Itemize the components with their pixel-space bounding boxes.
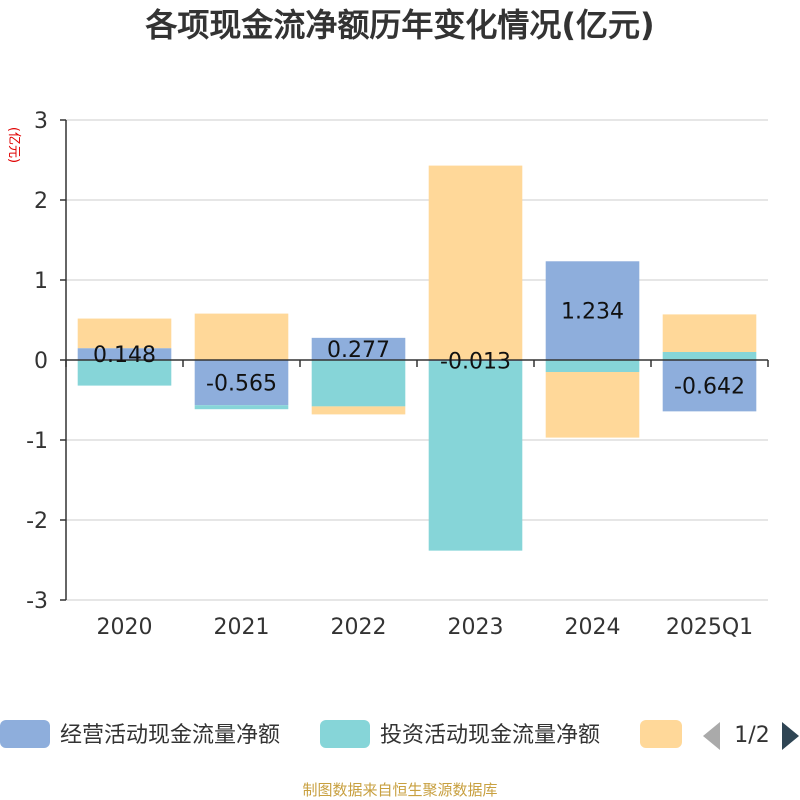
bar-series0-2025Q1[interactable] bbox=[662, 360, 757, 412]
bar-series1-2021[interactable] bbox=[194, 405, 289, 410]
y-tick-label: -2 bbox=[26, 509, 48, 534]
data-label-2023: -0.013 bbox=[440, 350, 511, 375]
bar-series2-2020[interactable] bbox=[77, 318, 172, 349]
bar-series0-2020[interactable] bbox=[77, 348, 172, 360]
bar-series1-2022[interactable] bbox=[311, 360, 406, 407]
data-label-2024: 1.234 bbox=[561, 300, 624, 325]
x-tick-label-2023: 2023 bbox=[448, 615, 504, 640]
data-label-2021: -0.565 bbox=[206, 372, 277, 397]
data-labels: 0.148 -0.565 0.277 -0.013 1.234 -0.642 bbox=[93, 300, 745, 400]
bar-series1-2023[interactable] bbox=[428, 361, 523, 551]
data-label-2025Q1: -0.642 bbox=[674, 375, 745, 400]
x-tick-label-2021: 2021 bbox=[214, 615, 270, 640]
bar-series2-2024[interactable] bbox=[545, 372, 640, 438]
axes bbox=[60, 119, 769, 601]
bar-series0-2022[interactable] bbox=[311, 337, 406, 360]
y-tick-label: 2 bbox=[34, 189, 48, 214]
legend-next-page-icon[interactable] bbox=[782, 722, 799, 750]
bar-series1-2025Q1[interactable] bbox=[662, 352, 757, 360]
x-tick-label-2025Q1: 2025Q1 bbox=[666, 615, 753, 640]
y-axis-label: (亿元) bbox=[6, 127, 21, 163]
legend-swatch-financing[interactable] bbox=[640, 720, 682, 748]
y-tick-label: 3 bbox=[34, 109, 48, 134]
legend-swatch-operating[interactable] bbox=[0, 720, 50, 748]
gridlines bbox=[66, 119, 768, 601]
bar-series2-2021[interactable] bbox=[194, 313, 289, 360]
x-tick-label-2024: 2024 bbox=[565, 615, 621, 640]
y-tick-label: 0 bbox=[34, 349, 48, 374]
bars bbox=[77, 165, 757, 551]
legend-label-investing[interactable]: 投资活动现金流量净额 bbox=[380, 723, 600, 748]
data-label-2022: 0.277 bbox=[327, 338, 390, 363]
y-tick-label: -1 bbox=[26, 429, 48, 454]
bar-series1-2024[interactable] bbox=[545, 360, 640, 372]
y-tick-label: 1 bbox=[34, 269, 48, 294]
legend: 经营活动现金流量净额 投资活动现金流量净额 1/2 bbox=[0, 720, 799, 750]
legend-prev-page-icon[interactable] bbox=[703, 722, 720, 750]
bar-series2-2025Q1[interactable] bbox=[662, 314, 757, 352]
data-label-2020: 0.148 bbox=[93, 343, 156, 368]
source-note: 制图数据来自恒生聚源数据库 bbox=[302, 781, 497, 799]
bar-series2-2022[interactable] bbox=[311, 406, 406, 415]
legend-label-operating[interactable]: 经营活动现金流量净额 bbox=[60, 723, 280, 748]
bar-series1-2020[interactable] bbox=[77, 360, 172, 386]
legend-swatch-investing[interactable] bbox=[320, 720, 370, 748]
y-tick-label: -3 bbox=[26, 589, 48, 614]
tick-labels: 3 2 1 0 -1 -2 -3 2020 2021 2022 2023 2024 2025Q1 bbox=[26, 109, 753, 640]
bar-series0-2021[interactable] bbox=[194, 360, 289, 406]
legend-page-indicator: 1/2 bbox=[734, 723, 769, 748]
bar-series0-2024[interactable] bbox=[545, 261, 640, 360]
chart-title: 各项现金流净额历年变化情况(亿元) bbox=[145, 6, 654, 44]
x-tick-label-2022: 2022 bbox=[331, 615, 387, 640]
bar-series2-2023[interactable] bbox=[428, 165, 523, 360]
x-tick-label-2020: 2020 bbox=[97, 615, 153, 640]
